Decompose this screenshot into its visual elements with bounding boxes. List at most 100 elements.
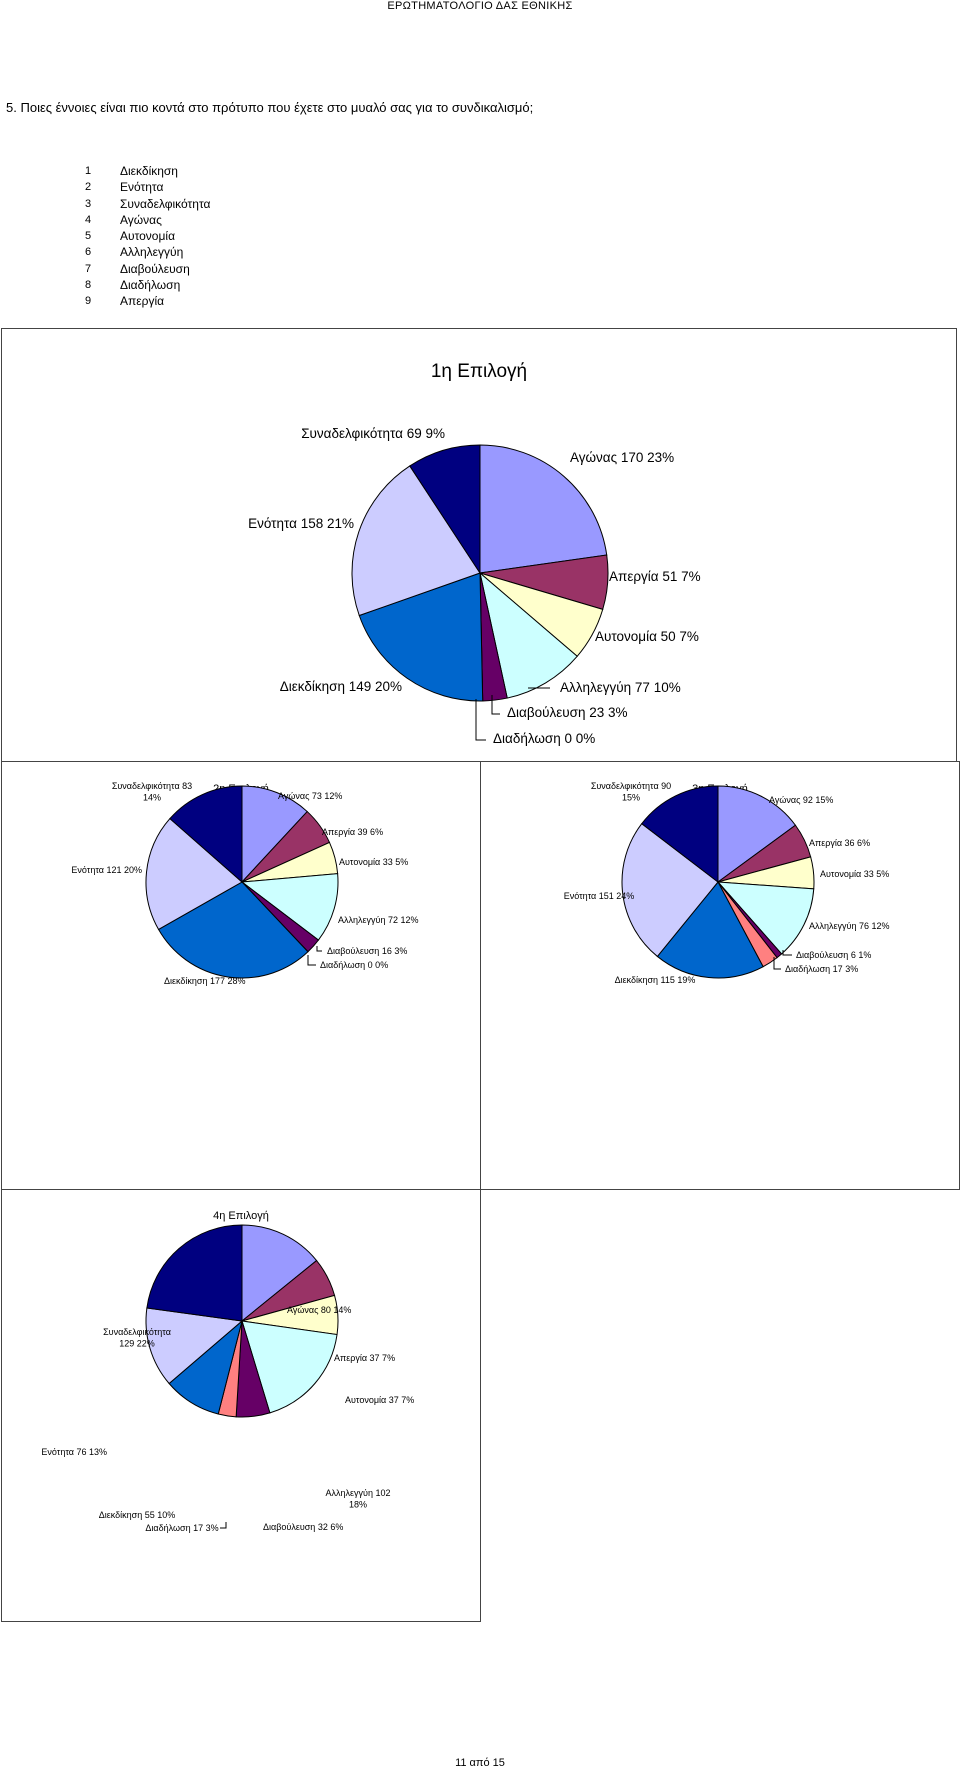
data-label-diekdikisi: Διεκδίκηση 55 10% [99, 1510, 176, 1520]
list-item: 5 Αυτονομία [85, 228, 210, 244]
data-label-agonas: Αγώνας 92 15% [769, 795, 833, 805]
pie-slice-synadelfikotita [409, 444, 481, 575]
pie-slice-agonas [717, 785, 797, 883]
list-item: 7 Διαβούλευση [85, 261, 210, 277]
data-label-apergia: Απεργία 37 7% [334, 1353, 395, 1363]
data-label-diavoulefsi: Διαβούλευση 6 1% [796, 950, 871, 960]
list-item-label: Συναδελφικότητα [120, 196, 211, 211]
list-item: 1 Διεκδίκηση [85, 163, 210, 179]
list-item-label: Ενότητα [120, 180, 164, 195]
data-label-agonas: Αγώνας 80 14% [287, 1305, 351, 1315]
leader-line [491, 695, 500, 715]
question-text: 5. Ποιες έννοιες είναι πιο κοντά στο πρό… [6, 100, 534, 115]
chart-panel-choice-4: 4η Επιλογή Αγώνας 80 14% Απεργία 37 7% Αυτο… [1, 1189, 481, 1622]
pie-slice-enotita [145, 1307, 244, 1385]
data-label-allileggyi: Αλληλεγγύη 102 18% [326, 1488, 391, 1510]
list-item-label: Αυτονομία [120, 229, 176, 244]
data-label-diekdikisi: Διεκδίκηση 115 19% [615, 975, 696, 985]
data-label-diadilosi: Διαδήλωση 0 0% [320, 960, 388, 970]
leader-line [773, 957, 781, 970]
list-item-number: 3 [85, 197, 92, 210]
data-label-diekdikisi: Διεκδίκηση 149 20% [280, 679, 402, 694]
list-item-number: 1 [85, 165, 92, 177]
list-item: 4 Αγώνας [85, 212, 210, 228]
pie-slice-allileggyi [240, 873, 339, 941]
pie-slice-synadelfikotita [169, 785, 243, 884]
list-item-label: Διεκδίκηση [120, 164, 178, 178]
list-item-label: Αλληλεγγύη [120, 245, 184, 260]
list-item: 8 Διαδήλωση [85, 277, 210, 293]
leader-line [316, 946, 322, 952]
list-item-number: 9 [85, 295, 92, 308]
pie-slice-agonas [241, 785, 308, 884]
list-item-number: 6 [85, 246, 92, 259]
data-label-diavoulefsi: Διαβούλευση 16 3% [327, 946, 407, 956]
pie-slice-enotita [145, 817, 243, 931]
data-label-autonomia: Αυτονομία 37 7% [345, 1395, 414, 1405]
data-label-allileggyi: Αλληλεγγύη 76 12% [809, 921, 889, 931]
list-item: 3 Συναδελφικότητα [85, 196, 210, 212]
list-item-label: Αγώνας [120, 212, 162, 227]
data-label-apergia: Απεργία 36 6% [809, 838, 870, 848]
leader-line [307, 955, 316, 966]
chart-panel-choice-1: 1η Επιλογή Αγώνας 170 23% Απεργία 51 7% Αυτ… [1, 328, 957, 762]
data-label-apergia: Απεργία 39 6% [322, 827, 383, 837]
pie-slice-diekdikisi [656, 881, 764, 979]
list-item-number: 2 [85, 181, 92, 194]
pie-chart-svg: 4η Επιλογή Αγώνας 80 14% Απεργία 37 7% Αυτο… [41, 1210, 414, 1533]
data-label-autonomia: Αυτονομία 33 5% [339, 857, 408, 867]
list-item-label: Διαδήλωση [120, 278, 181, 293]
list-item: 6 Αλληλεγγύη [85, 244, 210, 260]
data-label-agonas: Αγώνας 73 12% [278, 791, 342, 801]
data-label-diekdikisi: Διεκδίκηση 177 28% [164, 976, 246, 986]
list-item-number: 8 [85, 279, 92, 292]
list-item-label: Διαβούλευση [120, 261, 190, 276]
list-item-label: Απεργία [120, 294, 165, 309]
pie-slice-agonas [241, 1224, 318, 1323]
data-label-enotita: Ενότητα 151 24% [564, 891, 635, 901]
data-label-allileggyi: Αλληλεγγύη 77 10% [560, 680, 681, 695]
pie-slice-synadelfikotita [146, 1224, 243, 1322]
data-label-diadilosi: Διαδήλωση 0 0% [493, 731, 595, 746]
chart-title: 1η Επιλογή [431, 361, 527, 382]
list-item-number: 4 [85, 213, 92, 226]
page-header: ΕΡΩΤΗΜΑΤΟΛΟΓΙΟ ΔΑΣ ΕΘΝΙΚΗΣ [387, 0, 573, 12]
pie-chart-svg: 1η Επιλογή Αγώνας 170 23% Απεργία 51 7% Αυτ… [248, 361, 701, 746]
list-item: 9 Απεργία [85, 293, 210, 309]
leader-line [782, 950, 792, 956]
pie-slice-allileggyi [241, 1320, 338, 1414]
data-label-diadilosi: Διαδήλωση 17 3% [785, 964, 858, 974]
pie-slice-allileggyi [479, 571, 578, 699]
list-item: 2 Ενότητα [85, 179, 210, 195]
page-number: 11 από 15 [455, 1757, 505, 1769]
list-item-number: 5 [85, 230, 92, 243]
pie-slice-synadelfikotita [641, 785, 719, 884]
list-item-number: 7 [85, 262, 92, 275]
data-label-synadelfikotita: Συναδελφικότητα 83 14% [112, 781, 192, 803]
data-label-diadilosi: Διαδήλωση 17 3% [145, 1523, 218, 1533]
pie-slice-diekdikisi [157, 881, 309, 979]
leader-line [475, 699, 486, 741]
data-label-enotita: Ενότητα 158 21% [248, 516, 354, 531]
pie-slice-enotita [621, 822, 719, 958]
data-label-allileggyi: Αλληλεγγύη 72 12% [338, 915, 418, 925]
data-label-diavoulefsi: Διαβούλευση 32 6% [263, 1522, 343, 1532]
data-label-synadelfikotita: Συναδελφικότητα 90 15% [591, 781, 671, 803]
data-label-synadelfikotita: Συναδελφικότητα 129 22% [103, 1327, 171, 1349]
data-label-autonomia: Αυτονομία 33 5% [820, 869, 889, 879]
pie-slice-enotita [351, 465, 481, 617]
leader-line [220, 1522, 227, 1529]
data-label-diavoulefsi: Διαβούλευση 23 3% [507, 705, 628, 720]
data-label-enotita: Ενότητα 76 13% [41, 1447, 107, 1457]
data-label-synadelfikotita: Συναδελφικότητα 69 9% [301, 426, 445, 441]
data-label-apergia: Απεργία 51 7% [609, 569, 701, 584]
pie-slice-agonas [479, 444, 608, 574]
data-label-agonas: Αγώνας 170 23% [570, 450, 674, 465]
concept-list: 1 Διεκδίκηση 2 Ενότητα 3 Συναδελφικότητα 4 Α… [85, 163, 210, 310]
chart-title: 4η Επιλογή [213, 1210, 269, 1222]
data-label-autonomia: Αυτονομία 50 7% [595, 629, 699, 644]
